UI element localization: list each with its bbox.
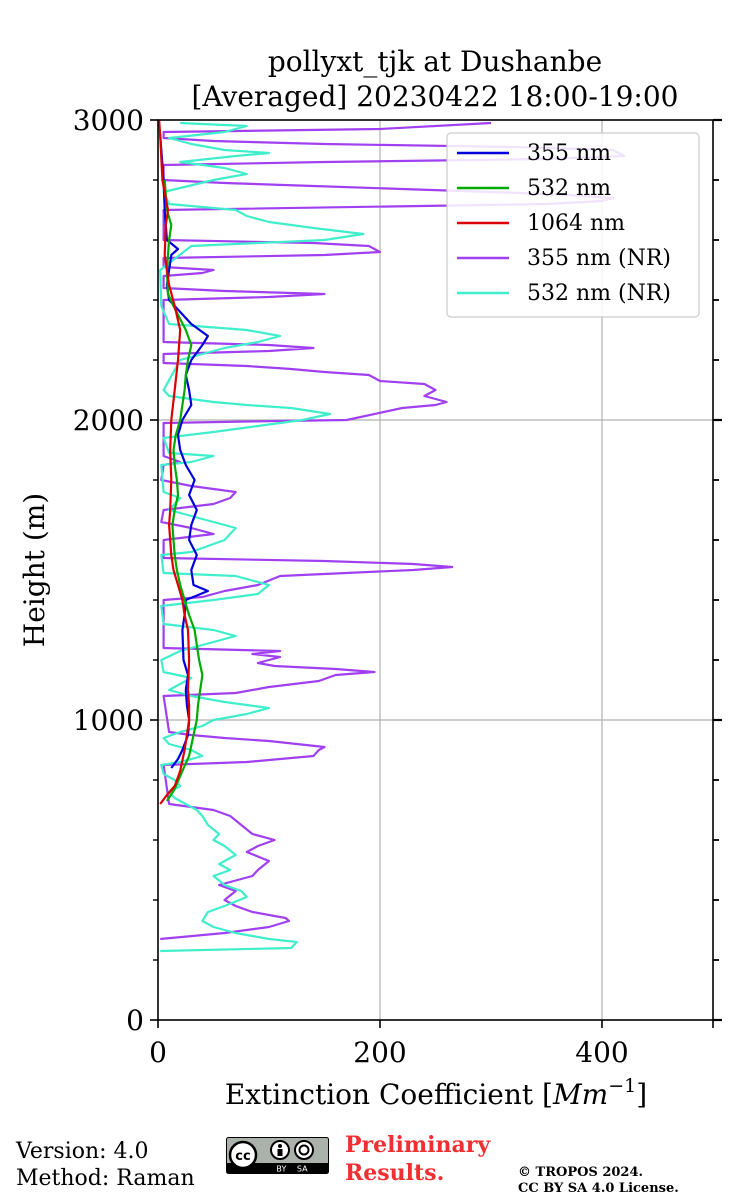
legend-label-355-nm-nr-: 355 nm (NR) <box>527 246 671 271</box>
legend-box <box>446 132 700 318</box>
series-layer <box>158 120 626 953</box>
legend-label-532-nm: 532 nm <box>527 176 611 201</box>
preliminary-line1: Preliminary <box>345 1132 491 1158</box>
cc-badge-text: BY SA <box>276 1165 308 1174</box>
y-axis-label: Height (m) <box>18 493 51 647</box>
footer-info: Version: 4.0 Method: Raman <box>16 1138 195 1192</box>
sa-icon <box>294 1140 314 1160</box>
copyright-line1: © TROPOS 2024. <box>518 1165 644 1180</box>
plot-frame <box>157 119 714 1021</box>
legend-label-355-nm: 355 nm <box>527 141 611 166</box>
svg-text:cc: cc <box>235 1149 250 1164</box>
x-tick-label-0: 0 <box>149 1036 167 1069</box>
copyright-line2: CC BY SA 4.0 License. <box>518 1181 679 1196</box>
x-tick-label-400: 400 <box>575 1036 628 1069</box>
series-line-1064-nm <box>158 120 191 805</box>
x-axis-label-exp: −1 <box>608 1075 636 1097</box>
chart-title-line2: [Averaged] 20230422 18:00-19:00 <box>192 80 679 113</box>
x-axis-label-text: Extinction Coefficient [ <box>225 1078 553 1111</box>
series-line-532-nm-nr- <box>159 121 365 953</box>
legend: 355 nm 532 nm 1064 nm 355 nm (NR) 532 nm (NR… <box>446 132 700 318</box>
x-tick-label-200: 200 <box>353 1036 406 1069</box>
y-tick-label-1000: 1000 <box>73 704 144 737</box>
extinction-chart: pollyxt_tjk at Dushanbe [Averaged] 20230… <box>18 45 722 1111</box>
method-text: Method: Raman <box>16 1166 195 1191</box>
version-text: Version: 4.0 <box>16 1139 149 1164</box>
x-axis-label-unit: Mm <box>552 1078 608 1111</box>
legend-label-1064-nm: 1064 nm <box>527 211 625 236</box>
y-tick-label-0: 0 <box>126 1004 144 1037</box>
cc-icon <box>228 1140 258 1170</box>
x-axis-label-close: ] <box>636 1078 647 1111</box>
cc-license-badge: cc BY SA <box>226 1137 329 1174</box>
preliminary-notice: Preliminary Results. <box>345 1131 490 1187</box>
y-tick-label-2000: 2000 <box>73 404 144 437</box>
y-tick-label-3000: 3000 <box>73 104 144 137</box>
preliminary-line2: Results. <box>345 1160 445 1186</box>
x-axis-label: Extinction Coefficient [Mm−1] <box>225 1075 647 1111</box>
copyright-notice: © TROPOS 2024. CC BY SA 4.0 License. <box>518 1165 679 1197</box>
legend-label-532-nm-nr-: 532 nm (NR) <box>527 281 671 306</box>
chart-title-line1: pollyxt_tjk at Dushanbe <box>268 45 602 78</box>
axes: 0 200 400 0 1000 2000 3000 <box>73 104 722 1069</box>
